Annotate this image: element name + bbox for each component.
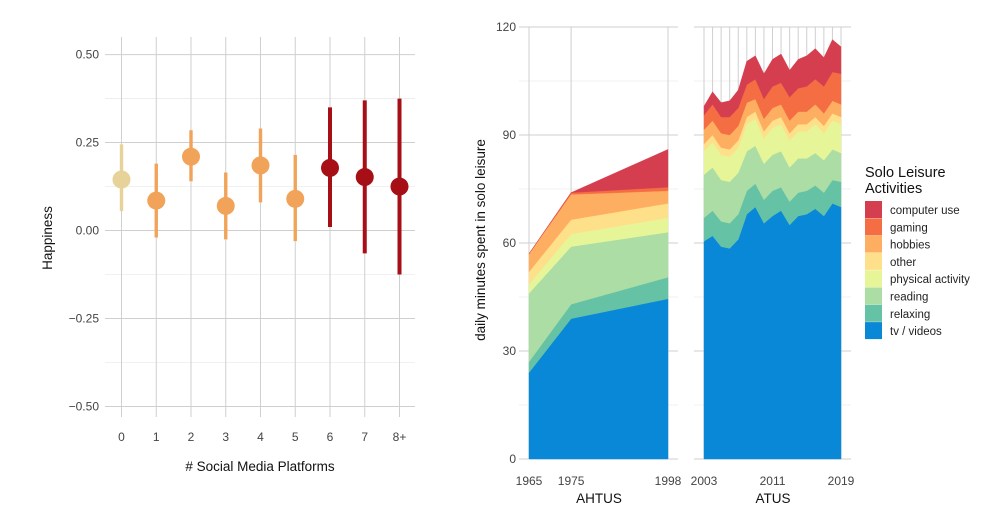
happiness-x-tick-label: 5: [292, 430, 299, 444]
happiness-grid: [105, 37, 415, 417]
legend-swatch-gaming: [865, 218, 882, 236]
happiness-y-tick-label: 0.50: [76, 48, 100, 62]
solo-leisure-y-tick-label: 0: [509, 452, 516, 466]
panel-label-atus: ATUS: [755, 491, 790, 506]
happiness-point: [321, 158, 339, 177]
happiness-point: [112, 170, 131, 189]
legend-label-relaxing: relaxing: [890, 309, 930, 321]
happiness-x-tick-label: 7: [361, 430, 368, 444]
happiness-point: [147, 191, 166, 210]
solo-leisure-y-axis-title: daily minutes spent in solo leisure: [473, 139, 488, 341]
solo-leisure-x-tick-label: 2011: [760, 474, 786, 488]
legend-label-reading: reading: [890, 292, 928, 304]
happiness-point: [251, 156, 270, 175]
happiness-x-axis-title: # Social Media Platforms: [185, 459, 335, 474]
solo-leisure-y-tick-label: 120: [496, 20, 516, 34]
legend-title-line-2: Activities: [865, 181, 922, 197]
happiness-point: [182, 147, 200, 166]
happiness-x-tick-label: 8+: [393, 430, 407, 444]
happiness-point: [286, 189, 305, 208]
legend-label-other: other: [890, 257, 916, 269]
happiness-x-tick-label: 3: [222, 430, 229, 444]
happiness-x-tick-label: 0: [118, 430, 125, 444]
legend-swatch-reading: [865, 287, 882, 305]
happiness-x-tick-label: 4: [257, 430, 264, 444]
happiness-point: [390, 177, 409, 196]
legend-swatch-relaxing: [865, 304, 882, 322]
solo-leisure-tick-labels: 1965 1975 1998 2003 2011 2019 0 30 60 90 120: [496, 20, 855, 488]
legend-swatch-other: [865, 252, 882, 270]
solo-leisure-y-tick-label: 90: [503, 128, 517, 142]
solo-leisure-areas: [528, 39, 842, 460]
solo-leisure-x-tick-label: 2003: [691, 474, 718, 488]
legend-label-physical-activity: physical activity: [890, 274, 970, 286]
solo-leisure-x-tick-label: 1998: [655, 474, 682, 488]
happiness-y-tick-label: −0.25: [69, 311, 100, 325]
happiness-point: [216, 196, 235, 215]
happiness-x-tick-label: 1: [153, 430, 160, 444]
happiness-y-tick-label: 0.25: [76, 136, 100, 150]
legend-swatch-tv-videos: [865, 322, 882, 340]
legend-swatch-computer-use: [865, 201, 882, 218]
solo-leisure-x-tick-label: 2019: [828, 474, 855, 488]
happiness-pointrange-chart: −0.50 −0.25 0.00 0.25 0.50 0 1 2 3 4 5 6 7 8+ # Socia…: [40, 37, 415, 474]
legend-label-tv-videos: tv / videos: [890, 326, 942, 338]
panel-label-ahtus: AHTUS: [576, 491, 622, 506]
solo-leisure-y-tick-label: 30: [503, 344, 517, 358]
solo-leisure-area-chart: 1965 1975 1998 2003 2011 2019 0 30 60 90 120 daily…: [473, 20, 970, 506]
legend-label-gaming: gaming: [890, 222, 928, 234]
area-computer-use-atus: [703, 39, 842, 118]
happiness-y-tick-label: 0.00: [76, 224, 100, 238]
solo-leisure-y-tick-label: 60: [503, 236, 517, 250]
solo-leisure-x-tick-label: 1965: [516, 474, 543, 488]
legend-items: computer use gaming hobbies other physical a…: [865, 201, 970, 340]
legend-swatch-hobbies: [865, 235, 882, 253]
legend-label-hobbies: hobbies: [890, 240, 931, 252]
happiness-y-tick-label: −0.50: [69, 399, 100, 413]
happiness-x-tick-label: 2: [188, 430, 195, 444]
happiness-marks: [112, 98, 409, 275]
legend: Solo Leisure Activities computer use gami…: [865, 165, 970, 340]
legend-title-line-1: Solo Leisure: [865, 165, 946, 181]
legend-swatch-physical-activity: [865, 270, 882, 288]
happiness-x-tick-label: 6: [327, 430, 334, 444]
legend-label-computer-use: computer use: [890, 205, 960, 217]
happiness-point: [355, 168, 374, 187]
happiness-y-axis-title: Happiness: [40, 206, 55, 270]
area-computer-use-ahtus: [528, 149, 669, 254]
happiness-tick-labels: −0.50 −0.25 0.00 0.25 0.50 0 1 2 3 4 5 6 7 8+: [69, 48, 407, 444]
solo-leisure-x-tick-label: 1975: [558, 474, 585, 488]
